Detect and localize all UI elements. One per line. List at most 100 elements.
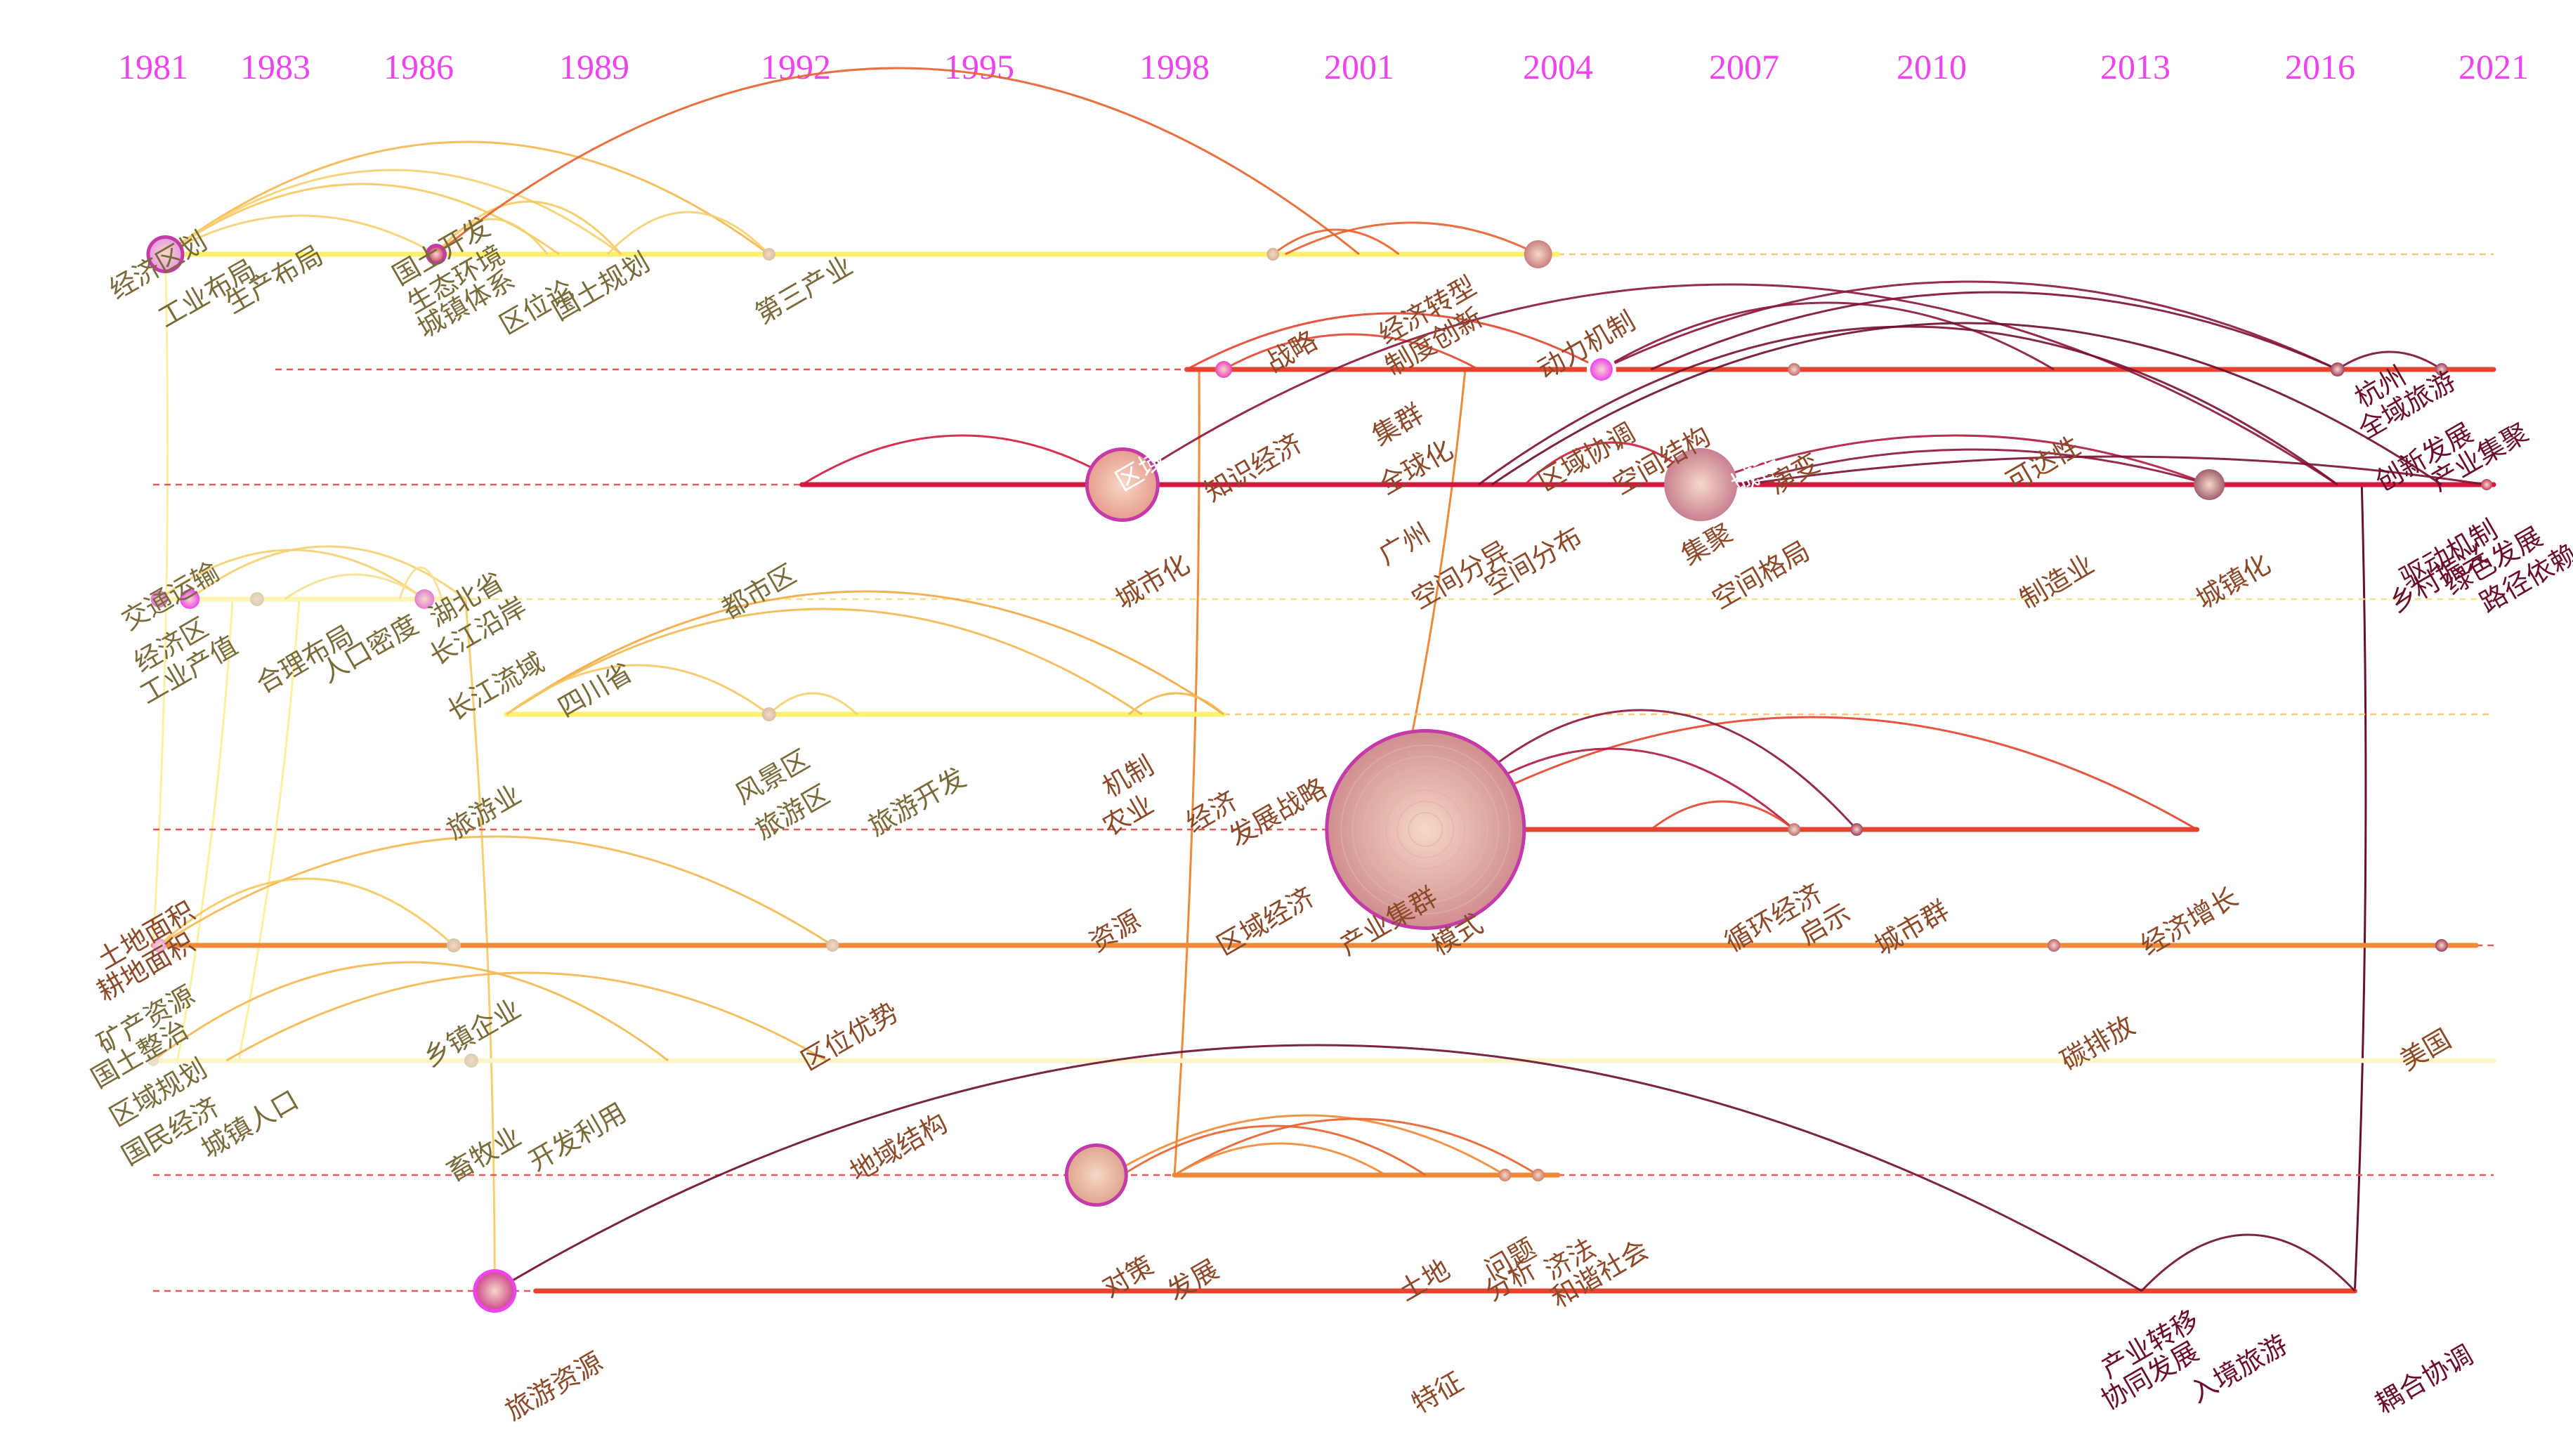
keyword-label: 土地	[1394, 1254, 1455, 1307]
year-label: 2013	[2100, 47, 2171, 86]
keyword-node	[429, 247, 443, 261]
keyword-node	[1664, 448, 1738, 521]
keyword-node	[1498, 1169, 1512, 1181]
keyword-label: 区域经济	[1212, 881, 1320, 962]
year-label: 2007	[1709, 47, 1779, 86]
keyword-node	[249, 592, 264, 606]
keyword-node	[2435, 939, 2448, 952]
co-occurrence-arc	[607, 211, 770, 256]
co-occurrence-arc	[436, 67, 1360, 256]
keyword-node	[1531, 1169, 1545, 1181]
co-occurrence-arc	[1425, 716, 2198, 831]
year-label: 2010	[1897, 47, 1967, 86]
keyword-node	[2481, 479, 2493, 490]
keyword-label: 知识经济	[1199, 428, 1307, 508]
co-occurrence-arc	[506, 590, 1224, 716]
co-occurrence-arc	[1650, 291, 2338, 371]
keyword-label: 资源	[1084, 905, 1146, 958]
year-label: 1986	[384, 47, 454, 86]
co-occurrence-arc	[1128, 692, 1225, 716]
co-occurrence-arc	[1601, 280, 2338, 371]
cross-lane-link	[237, 598, 301, 1061]
co-occurrence-arc	[1743, 455, 2487, 486]
co-occurrence-arc	[158, 835, 834, 947]
co-occurrence-arc	[768, 692, 858, 716]
co-occurrence-arc	[1700, 434, 2210, 486]
keyword-node	[1590, 358, 1613, 381]
keyword-node	[2330, 362, 2345, 376]
keyword-node	[152, 938, 166, 952]
year-label: 1995	[944, 47, 1014, 86]
keyword-node	[180, 589, 200, 609]
keyword-label: 发展	[1163, 1254, 1224, 1307]
year-label: 1983	[240, 47, 310, 86]
co-occurrence-arc	[2336, 350, 2442, 371]
keyword-node	[761, 707, 776, 721]
keyword-label: 交通运输	[117, 556, 225, 636]
year-label: 2004	[1523, 47, 1593, 86]
co-occurrence-arc	[1285, 221, 1539, 256]
co-occurrence-arc	[1737, 448, 2210, 486]
keyword-node-ring-band	[1408, 812, 1443, 847]
keyword-node	[414, 589, 435, 609]
keyword-node-ring-band	[1351, 756, 1500, 903]
keyword-node-ring-band	[1396, 801, 1455, 858]
co-occurrence-arc	[164, 214, 437, 256]
year-label: 1981	[118, 47, 188, 86]
keyword-label: 第三产业	[750, 250, 858, 330]
keyword-node	[826, 939, 839, 952]
keyword-node	[1850, 823, 1864, 836]
keyword-label: 城市化	[1110, 549, 1195, 615]
keyword-label: 城镇化	[2191, 549, 2276, 615]
co-occurrence-arc	[506, 664, 770, 716]
year-label: 2001	[1324, 47, 1394, 86]
co-occurrence-arc	[158, 877, 455, 947]
keyword-node	[1788, 823, 1801, 836]
keyword-node	[2194, 469, 2225, 500]
keyword-label: 旅游资源	[500, 1346, 608, 1427]
keyword-node-ring-band	[1363, 767, 1488, 892]
co-occurrence-arc	[189, 545, 466, 601]
keyword-label: 入境旅游	[2185, 1329, 2293, 1409]
co-occurrence-arc	[2140, 1233, 2356, 1292]
keyword-node	[464, 1054, 478, 1068]
keyword-label: 碳排放	[2055, 1010, 2140, 1077]
keyword-label: 集群	[1367, 398, 1429, 452]
co-occurrence-arc	[1272, 228, 1400, 256]
keyword-label: 广州	[1373, 518, 1435, 571]
keyword-label: 开发利用	[523, 1097, 631, 1177]
keyword-label: 对策	[1097, 1250, 1159, 1304]
keyword-label: 区位优势	[796, 997, 904, 1077]
keyword-node	[1215, 361, 1233, 378]
keyword-label: 旅游业	[442, 779, 527, 846]
cross-lane-link	[1173, 369, 1200, 1176]
keyword-label: 美国	[2395, 1023, 2456, 1077]
year-axis: 1981 1983 1986 1989 1992 1995 1998 2001 2004 2007…	[118, 47, 2529, 86]
co-occurrence-arcs	[152, 67, 2487, 1292]
keyword-node	[150, 239, 181, 270]
keyword-label: 集聚	[1676, 518, 1738, 571]
keyword-node	[1788, 363, 1801, 376]
keyword-label: 制造业	[2015, 549, 2100, 615]
keyword-nodes	[146, 235, 2493, 1313]
co-occurrence-arc	[1223, 333, 1479, 371]
keyword-node	[1068, 1147, 1125, 1203]
keyword-label: 经济增长	[2135, 881, 2244, 962]
year-label: 1998	[1139, 47, 1210, 86]
keyword-label: 机制	[1097, 750, 1159, 804]
keyword-node	[1328, 733, 1523, 926]
co-occurrence-arc	[152, 961, 669, 1062]
keyword-label: 都市区	[716, 558, 801, 625]
co-occurrence-arc	[494, 1044, 2142, 1292]
co-occurrence-arc	[506, 608, 1143, 716]
co-occurrence-arc	[1601, 301, 2055, 371]
year-label: 2021	[2459, 47, 2529, 86]
keyword-node	[2435, 363, 2448, 376]
co-occurrence-arc	[398, 566, 443, 600]
keyword-label: 农业	[1097, 789, 1159, 842]
co-occurrence-arc	[1108, 1114, 1506, 1176]
cross-lane-link	[2353, 484, 2367, 1292]
keyword-node	[762, 248, 775, 261]
keyword-node	[2048, 939, 2060, 952]
